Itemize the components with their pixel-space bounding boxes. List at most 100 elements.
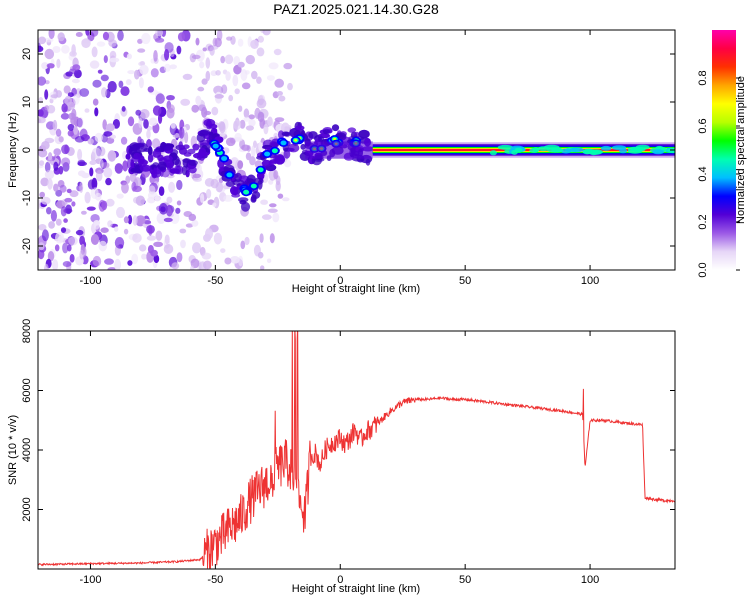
spectrogram-noise-blob	[40, 177, 49, 187]
spectrogram-noise-blob	[38, 42, 41, 52]
spectrogram-noise-blob	[240, 69, 248, 81]
spectrogram-noise-blob	[84, 191, 91, 204]
spectrogram-noise-blob	[127, 116, 135, 127]
spectrogram-noise-blob	[67, 123, 75, 131]
spectrogram-noise-blob	[94, 132, 103, 143]
spectrogram-noise-blob	[154, 37, 165, 43]
spectrogram-noise-blob	[39, 160, 45, 166]
spectrogram-noise-blob	[81, 210, 87, 215]
spectrogram-noise-blob	[260, 199, 268, 205]
spectrogram-ridge-blob	[365, 158, 371, 166]
spectrogram-y-axis-label: Frequency (Hz)	[7, 112, 19, 188]
snr-y-tick-label: 6000	[21, 378, 33, 402]
spectrogram-carrier-blob	[612, 145, 627, 151]
spectrogram-noise-blob	[38, 118, 42, 124]
spectrogram-noise-blob	[121, 182, 129, 194]
spectrogram-noise-blob	[100, 227, 109, 233]
spectrogram-noise-blob	[237, 38, 244, 47]
spectrogram-noise-blob	[50, 210, 58, 222]
spectrogram-noise-blob	[62, 242, 69, 254]
spectrogram-noise-blob	[137, 48, 146, 53]
spectrogram-noise-blob	[38, 199, 42, 210]
spectrogram-ridge-blob	[147, 153, 154, 163]
spectrogram-noise-blob	[59, 184, 67, 193]
spectrogram-noise-blob	[127, 70, 135, 75]
spectrogram-noise-blob	[114, 237, 125, 249]
spectrogram-noise-blob	[72, 64, 81, 71]
spectrogram-noise-blob	[114, 163, 123, 174]
spectrogram-noise-blob	[243, 108, 250, 119]
spectrogram-noise-blob	[191, 104, 199, 113]
spectrogram-noise-blob	[77, 170, 86, 177]
spectrogram-noise-blob	[251, 70, 258, 80]
spectrogram-noise-blob	[55, 232, 65, 244]
spectrogram-noise-blob	[103, 55, 108, 64]
spectrogram-noise-blob	[63, 85, 71, 94]
spectrogram-noise-blob	[153, 254, 160, 264]
spectrogram-noise-blob	[110, 134, 116, 139]
spectrogram-ridge-blob	[181, 165, 188, 176]
spectrogram-noise-blob	[146, 129, 151, 139]
spectrogram-ridge-blob	[295, 125, 305, 131]
spectrogram-noise-blob	[138, 117, 143, 129]
spectrogram-noise-blob	[86, 206, 96, 211]
spectrogram-x-tick-label: 50	[459, 275, 471, 287]
spectrogram-noise-blob	[84, 108, 90, 113]
spectrogram-noise-blob	[158, 203, 168, 215]
spectrogram-noise-blob	[195, 37, 200, 46]
spectrogram-noise-blob	[91, 147, 102, 159]
spectrogram-noise-blob	[64, 95, 72, 106]
spectrogram-noise-blob	[146, 225, 155, 234]
spectrogram-y-tick-label: 10	[21, 96, 33, 108]
spectrogram-ridge-blob	[130, 157, 142, 162]
spectrogram-noise-blob	[41, 141, 50, 150]
spectrogram-noise-blob	[192, 177, 202, 182]
spectrogram-noise-blob	[164, 234, 170, 245]
spectrogram-noise-blob	[68, 236, 78, 246]
spectrogram-noise-blob	[89, 167, 94, 177]
spectrogram-noise-blob	[46, 207, 52, 215]
spectrogram-noise-blob	[152, 105, 162, 116]
spectrogram-carrier-blob	[667, 148, 675, 154]
spectrogram-ridge-blob	[136, 142, 148, 153]
spectrogram-noise-blob	[53, 183, 59, 192]
spectrogram-noise-blob	[134, 69, 140, 80]
spectrogram-carrier-blob	[537, 146, 550, 152]
spectrogram-noise-blob	[185, 223, 194, 228]
spectrogram-hotspot	[224, 170, 235, 179]
spectrogram-noise-blob	[156, 212, 166, 224]
spectrogram-noise-blob	[122, 160, 129, 172]
spectrogram-carrier-blob	[569, 147, 584, 153]
spectrogram-noise-blob	[274, 78, 285, 88]
spectrogram-noise-blob	[266, 75, 275, 81]
spectrogram-noise-blob	[214, 37, 222, 48]
spectrogram-hotspot	[241, 188, 252, 197]
spectrogram-noise-blob	[69, 50, 77, 57]
snr-y-tick-label: 8000	[21, 319, 33, 343]
spectrogram-noise-blob	[205, 57, 211, 69]
spectrogram-noise-blob	[38, 76, 46, 86]
figure-title: PAZ1.2025.021.14.30.G28	[273, 1, 439, 17]
spectrogram-frame	[37, 29, 676, 271]
spectrogram-noise-blob	[230, 255, 240, 264]
spectrogram-noise-blob	[243, 116, 250, 122]
spectrogram-x-tick-label: 0	[337, 275, 343, 287]
spectrogram-noise-blob	[95, 170, 103, 182]
spectrogram-noise-blob	[61, 44, 70, 54]
spectrogram-noise-blob	[246, 152, 251, 158]
spectrogram-noise-blob	[201, 106, 208, 118]
spectrogram-noise-blob	[38, 36, 47, 45]
spectrogram-noise-blob	[98, 240, 108, 252]
spectrogram-noise-blob	[168, 181, 176, 193]
spectrogram-noise-blob	[75, 229, 84, 236]
spectrogram-noise-blob	[256, 98, 267, 109]
spectrogram-noise-blob	[94, 192, 102, 201]
spectrogram-ridge-blob	[152, 162, 160, 168]
spectrogram-noise-blob	[38, 148, 48, 158]
spectrogram-noise-blob	[73, 126, 78, 135]
spectrogram-noise-blob	[99, 159, 104, 169]
spectrogram-hotspot	[248, 182, 259, 191]
spectrogram-noise-blob	[250, 39, 259, 49]
spectrogram-noise-blob	[125, 79, 132, 86]
spectrogram-ridge-blob	[192, 143, 200, 151]
